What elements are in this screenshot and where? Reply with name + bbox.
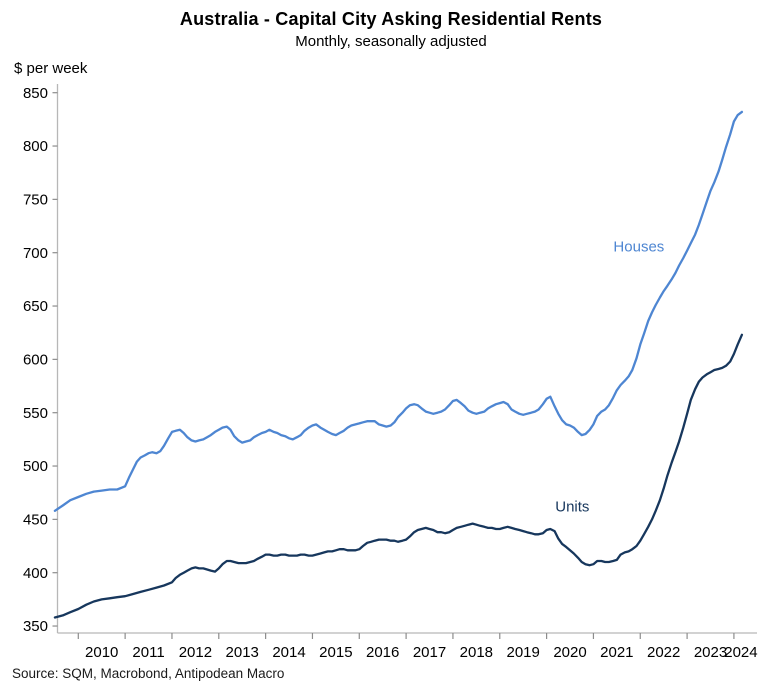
y-axis-tick-label: 500 (23, 458, 48, 475)
x-axis-tick-label: 2022 (647, 644, 680, 661)
x-axis-tick-label: 2014 (272, 644, 305, 661)
x-axis-tick-label: 2019 (506, 644, 539, 661)
units-label: Units (555, 499, 589, 516)
x-axis-tick-label: 2010 (85, 644, 118, 661)
x-axis-tick-label: 2012 (179, 644, 212, 661)
y-axis-unit-label: $ per week (14, 60, 88, 77)
chart-subtitle: Monthly, seasonally adjusted (295, 33, 487, 50)
x-axis-tick-label: 2016 (366, 644, 399, 661)
chart-title: Australia - Capital City Asking Resident… (179, 9, 603, 29)
y-axis-tick-label: 600 (23, 352, 48, 369)
y-axis-tick-label: 750 (23, 192, 48, 209)
y-axis-tick-label: 450 (23, 512, 48, 529)
y-axis-tick-label: 550 (23, 405, 48, 422)
x-axis-tick-label: 2024 (724, 644, 757, 661)
source-note: Source: SQM, Macrobond, Antipodean Macro (12, 666, 285, 681)
x-axis-tick-label: 2013 (226, 644, 259, 661)
x-axis-tick-label: 2011 (132, 644, 164, 661)
x-axis-tick-label: 2018 (460, 644, 493, 661)
y-axis-tick-label: 400 (23, 565, 48, 582)
y-axis-tick-label: 850 (23, 85, 48, 102)
x-axis-tick-label: 2017 (413, 644, 446, 661)
y-axis-tick-label: 700 (23, 245, 48, 262)
houses-line (53, 110, 744, 512)
x-axis-tick-label: 2015 (319, 644, 352, 661)
y-axis-tick-label: 350 (23, 618, 48, 635)
houses-label: Houses (613, 238, 664, 255)
y-axis-tick-label: 650 (23, 298, 48, 315)
x-axis-tick-label: 2021 (600, 644, 633, 661)
x-axis-tick-label: 2020 (553, 644, 586, 661)
y-axis-tick-label: 800 (23, 138, 48, 155)
x-axis-tick-label: 2023 (694, 644, 727, 661)
units-line (53, 333, 744, 619)
